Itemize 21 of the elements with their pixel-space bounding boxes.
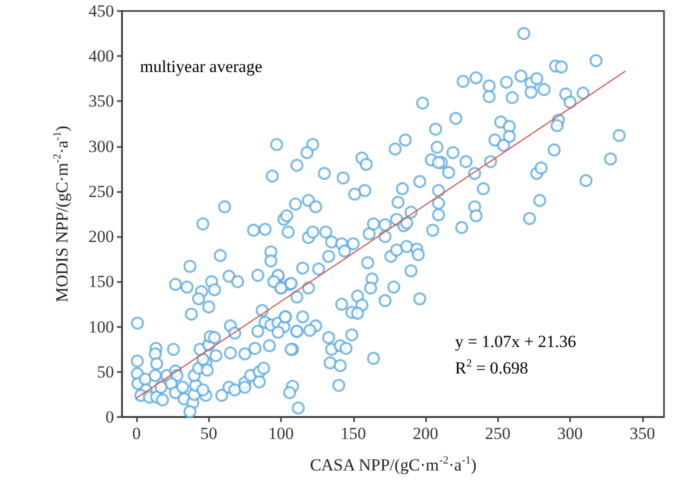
x-tick-label: 200 <box>412 424 438 443</box>
x-tick-label: 250 <box>485 424 511 443</box>
annotation: y = 1.07x + 21.36 <box>455 332 576 351</box>
y-tick-label: 450 <box>88 2 114 20</box>
x-tick-label: 150 <box>340 424 366 443</box>
y-tick-label: 0 <box>106 408 114 426</box>
y-axis-title: MODIS NPP/(gC·m-2·a-1) <box>52 126 72 302</box>
y-tick-label: 100 <box>88 317 114 336</box>
x-tick-label: 350 <box>630 424 656 443</box>
x-tick-label: 0 <box>132 424 141 443</box>
y-tick-label: 150 <box>88 272 114 292</box>
annotation: multiyear average <box>140 57 262 76</box>
y-tick-label: 350 <box>88 92 114 111</box>
y-tick-label: 50 <box>97 362 114 382</box>
y-tick-label: 200 <box>88 227 114 246</box>
y-tick-label: 300 <box>88 136 114 156</box>
x-tick-label: 50 <box>200 424 218 443</box>
x-tick-label: 300 <box>557 424 583 443</box>
y-tick-label: 400 <box>88 46 114 66</box>
x-tick-label: 100 <box>268 424 294 443</box>
y-tick-label: 250 <box>88 182 114 201</box>
